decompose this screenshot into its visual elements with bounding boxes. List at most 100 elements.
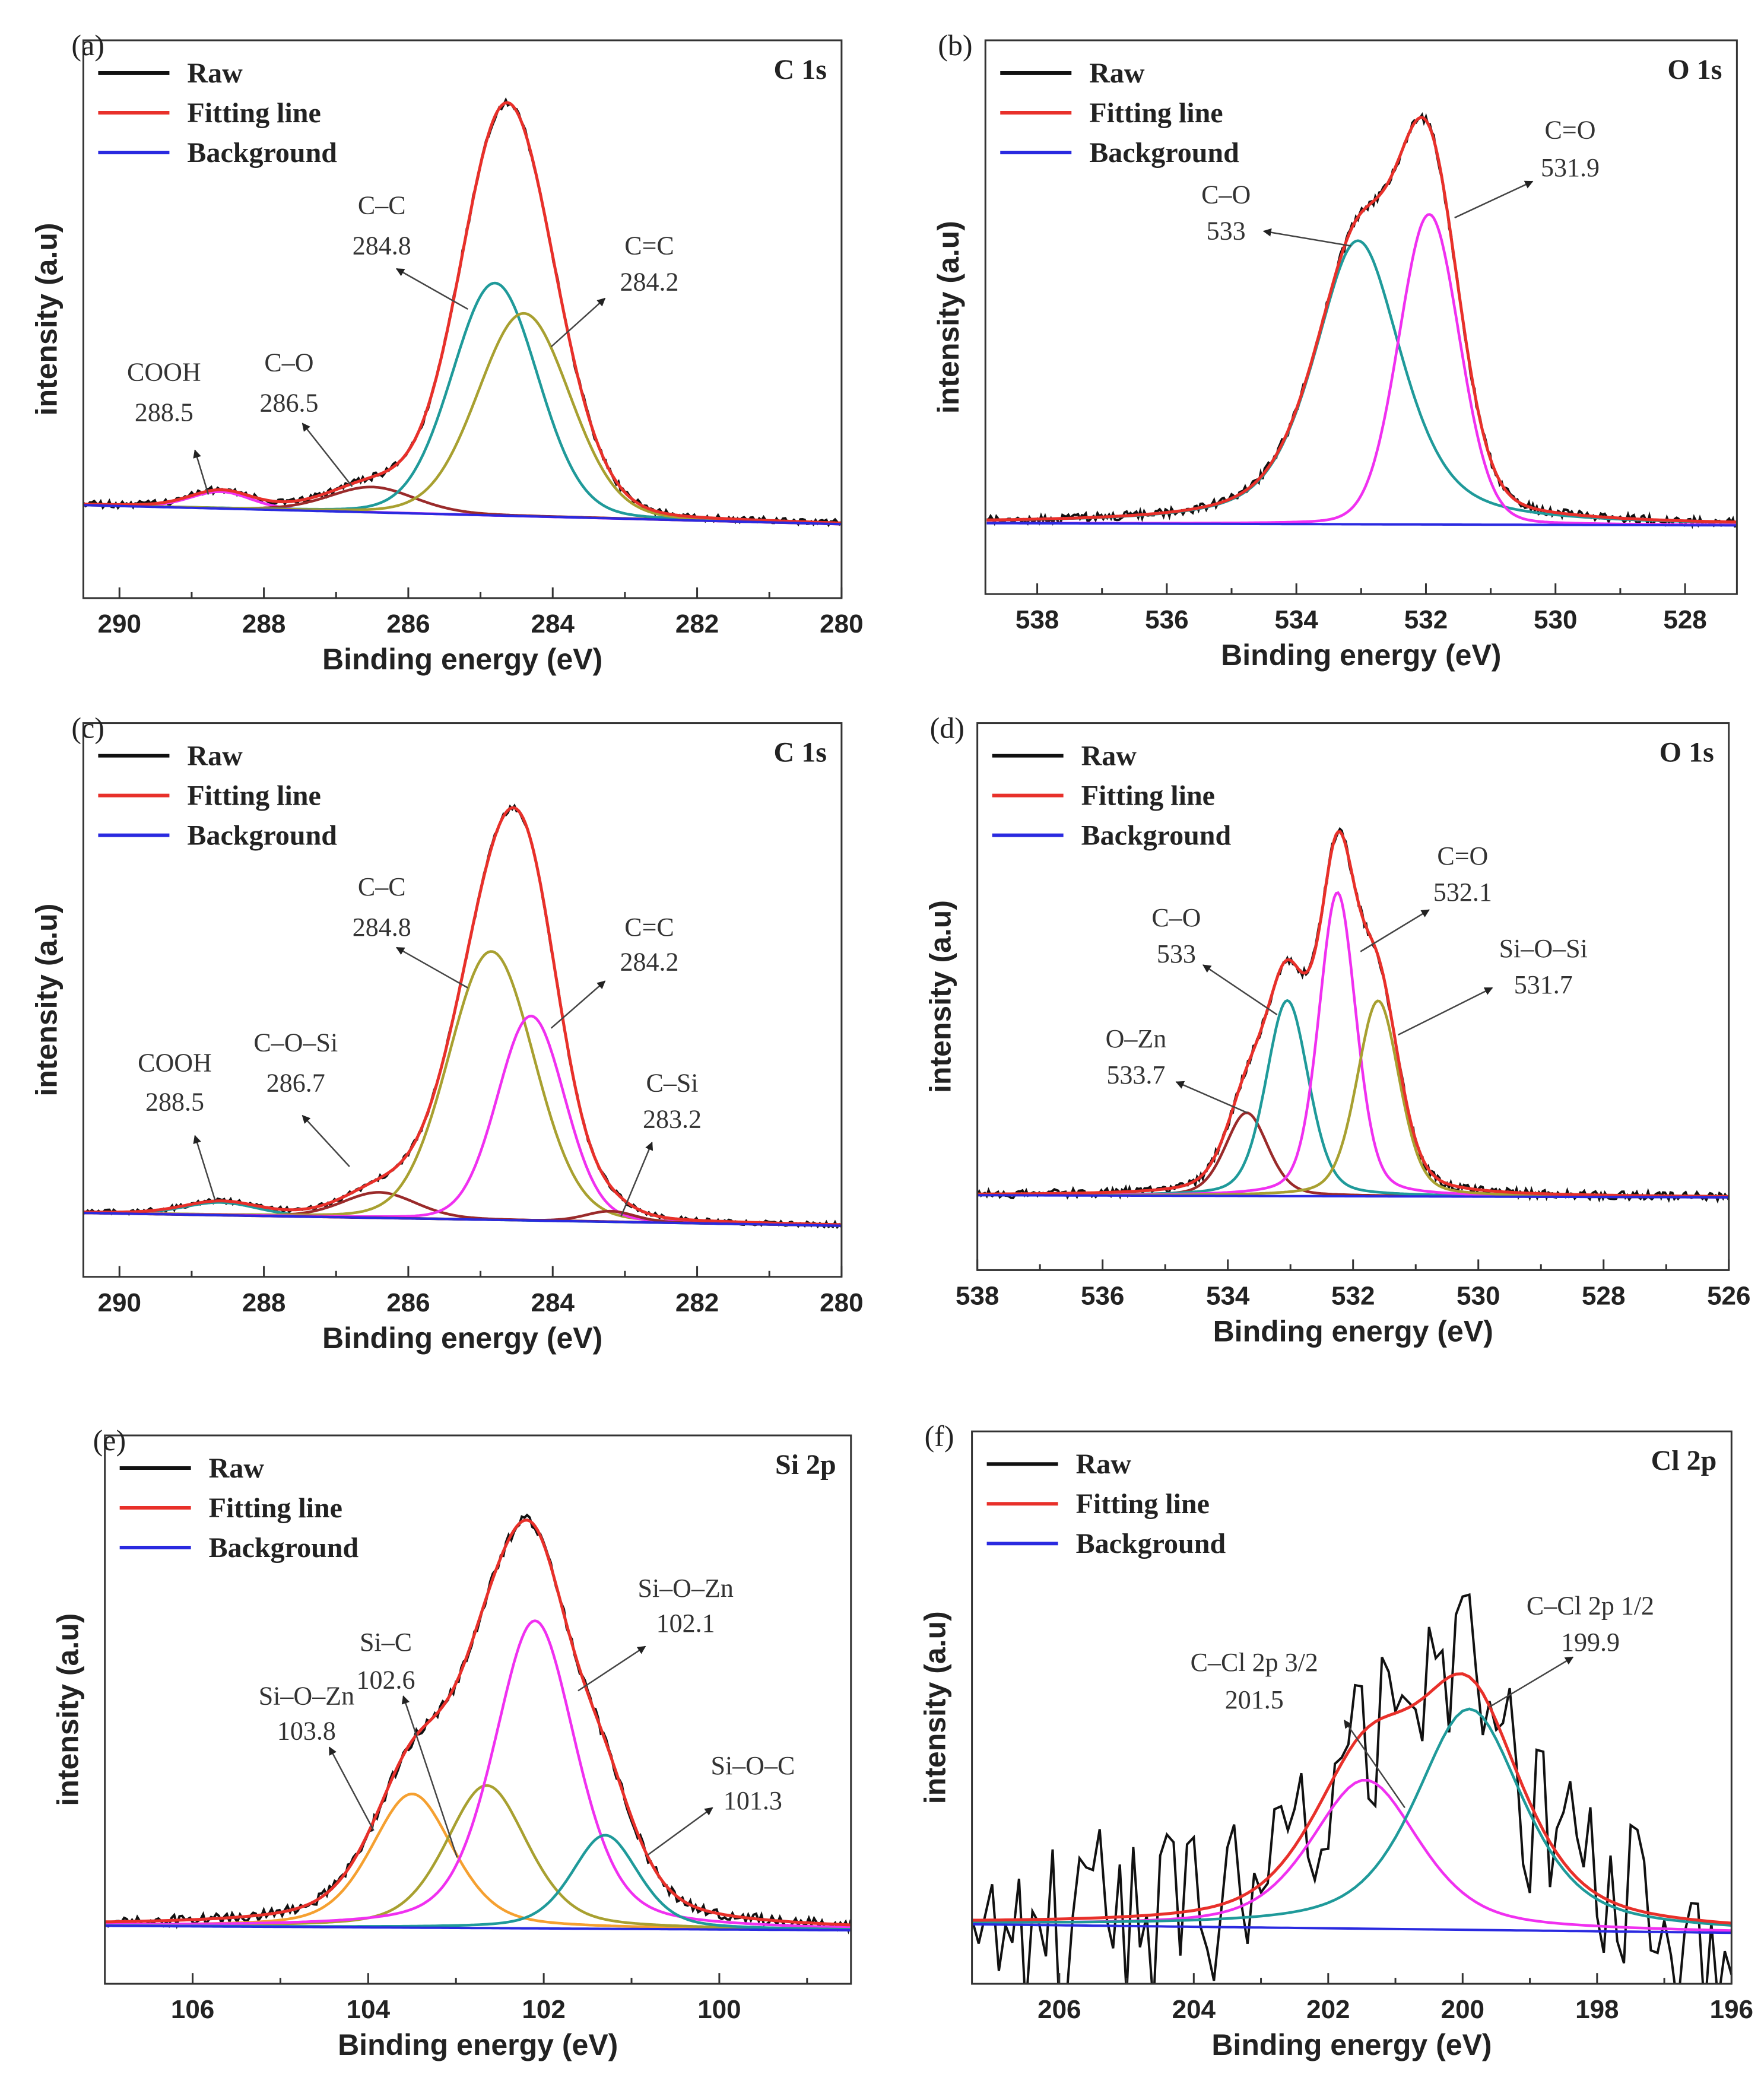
component-peak-531.9 (986, 213, 1737, 526)
peak-value: 199.9 (1561, 1628, 1620, 1657)
x-tick-label: 288 (242, 1288, 285, 1317)
peak-label: Si–O–Zn (259, 1681, 354, 1710)
x-tick-label: 530 (1457, 1281, 1500, 1310)
annotation-arrow (578, 1645, 646, 1692)
plot-area (977, 827, 1729, 1204)
peak-value: 532.1 (1433, 878, 1492, 907)
plot-area (972, 1593, 1732, 1984)
component-peak-533.7 (977, 1111, 1729, 1199)
legend-label-background: Background (209, 1532, 359, 1564)
y-axis-label: intensity (a.u) (919, 1611, 952, 1804)
peak-value: 288.5 (135, 398, 193, 427)
peak-value: 102.6 (357, 1665, 415, 1694)
peak-value: 533 (1207, 217, 1246, 246)
annotation-arrow (395, 946, 468, 989)
component-peak-531.7 (977, 999, 1729, 1199)
x-tick-label: 200 (1441, 1995, 1484, 2024)
x-tick-label: 282 (675, 609, 719, 638)
x-axis-label: Binding energy (eV) (338, 2028, 618, 2061)
fitting-line-series (83, 806, 842, 1227)
x-tick-label: 536 (1081, 1281, 1124, 1310)
x-tick-label: 100 (697, 1995, 741, 2024)
peak-label: C–O–Si (253, 1028, 338, 1057)
x-tick-label: 526 (1707, 1281, 1750, 1310)
plot-area (104, 1513, 851, 1934)
legend-label-fit: Fitting line (209, 1492, 342, 1524)
legend-label-raw: Raw (187, 58, 243, 89)
legend-label-fit: Fitting line (1081, 780, 1215, 812)
peak-label: Si–O–Si (1499, 934, 1588, 963)
legend-label-fit: Fitting line (187, 780, 321, 812)
peak-label: C–O (1201, 180, 1251, 209)
x-tick-label: 536 (1145, 605, 1188, 634)
peak-value: 283.2 (643, 1105, 702, 1134)
y-axis-label: intensity (a.u) (932, 221, 965, 414)
x-axis-label: Binding energy (eV) (1221, 638, 1501, 672)
annotation-arrow (1398, 987, 1493, 1036)
annotation-arrow (1489, 1656, 1574, 1708)
peak-label: O–Zn (1106, 1024, 1167, 1053)
x-tick-label: 534 (1274, 605, 1318, 634)
peak-value: 533 (1157, 939, 1196, 968)
peak-label: C=O (1437, 841, 1488, 871)
legend-label-raw: Raw (1076, 1448, 1132, 1480)
annotation-arrow (1454, 180, 1534, 219)
peak-label: COOH (127, 357, 201, 386)
peak-label: C=C (624, 913, 674, 942)
peak-label: C–C (358, 872, 406, 901)
background-series (83, 1212, 842, 1227)
annotation-arrow (550, 297, 606, 348)
background-series (106, 1924, 851, 1931)
x-tick-label: 286 (386, 1288, 430, 1317)
legend-label-background: Background (187, 820, 337, 852)
annotation-arrow (193, 1135, 216, 1201)
x-tick-label: 282 (675, 1288, 719, 1317)
peak-value: 533.7 (1106, 1060, 1165, 1089)
x-tick-label: 538 (956, 1281, 999, 1310)
peak-value: 103.8 (277, 1716, 336, 1745)
annotation-arrow (620, 1141, 653, 1217)
peak-value: 286.7 (266, 1069, 325, 1098)
peak-value: 288.5 (145, 1087, 204, 1116)
y-axis-label: intensity (a.u) (30, 223, 63, 415)
chart-panel-f: 206 204 202 200 198 196 Binding energy (eV) int… (919, 1419, 1753, 2061)
annotation-arrow (193, 449, 210, 495)
x-tick-label: 202 (1306, 1995, 1350, 2024)
legend-label-fit: Fitting line (1089, 97, 1223, 129)
peak-label: Si–O–Zn (637, 1574, 733, 1603)
peak-label: Si–C (360, 1628, 412, 1657)
peak-value: 286.5 (259, 389, 318, 418)
annotation-arrow (302, 422, 353, 487)
peak-value: 284.2 (620, 948, 678, 977)
peak-label: COOH (138, 1049, 212, 1078)
panel-label: (a) (71, 28, 104, 62)
x-tick-label: 532 (1404, 605, 1448, 634)
peak-value: 531.7 (1514, 970, 1573, 999)
component-peak-284.2 (83, 1015, 842, 1227)
x-tick-label: 530 (1534, 605, 1577, 634)
component-peak-102.1 (106, 1619, 851, 1929)
peak-label: C=O (1545, 116, 1596, 145)
panel-label: (e) (93, 1424, 126, 1457)
legend-label-fit: Fitting line (187, 97, 321, 129)
raw-series (104, 1513, 851, 1934)
chart-title: C 1s (774, 737, 827, 768)
peak-value: 284.2 (620, 268, 678, 297)
peak-label: C–Cl 2p 3/2 (1191, 1648, 1318, 1677)
background-series (972, 1923, 1732, 1934)
x-tick-label: 528 (1663, 605, 1706, 634)
plot-frame (82, 722, 843, 1278)
annotation-arrow (401, 1695, 458, 1858)
annotation-arrow (647, 1807, 713, 1856)
background-series (83, 504, 842, 526)
background-series (986, 522, 1737, 527)
annotation-arrow (395, 268, 468, 310)
panel-label: (b) (938, 28, 972, 62)
x-tick-label: 106 (171, 1995, 214, 2024)
x-axis-label: Binding energy (eV) (322, 643, 602, 676)
fitting-line-series (83, 101, 842, 525)
annotation-arrow (550, 980, 606, 1029)
fitting-line-series (972, 1672, 1732, 1925)
chart-title: Si 2p (775, 1449, 836, 1481)
